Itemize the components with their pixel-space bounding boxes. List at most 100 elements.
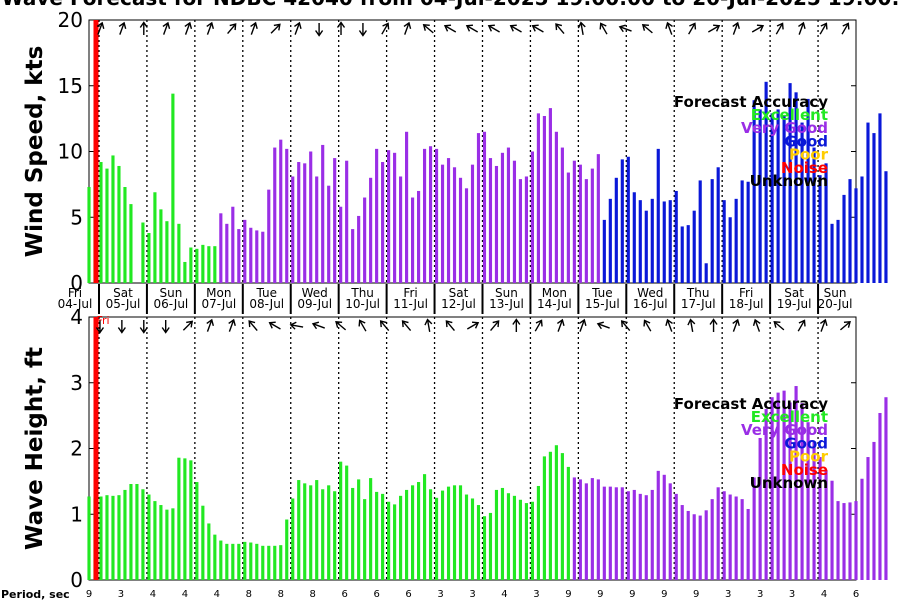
wind-bar <box>357 215 361 283</box>
wind-bar <box>872 133 876 283</box>
wind-bar <box>237 229 241 283</box>
wind-bar <box>297 162 301 283</box>
wave-bar <box>267 545 271 580</box>
wave-bar <box>165 509 169 580</box>
wind-bar <box>129 204 133 283</box>
wave-bar <box>626 491 630 580</box>
wave-bar <box>506 493 511 580</box>
wind-bar <box>488 158 493 283</box>
wave-direction-arrow <box>139 320 148 334</box>
wind-bar <box>608 198 612 283</box>
wave-y-tick-label: 0 <box>70 568 83 592</box>
wave-bar <box>710 499 714 580</box>
day-name: Fri <box>739 286 753 300</box>
wind-bar <box>662 201 666 283</box>
wind-direction-arrow <box>139 21 148 35</box>
wave-bar <box>381 493 385 580</box>
wave-bar <box>105 495 109 580</box>
wave-direction-arrow <box>401 320 412 332</box>
wind-bar <box>165 221 169 283</box>
wave-bar <box>428 489 433 580</box>
wave-direction-arrow <box>556 318 565 332</box>
day-name: Fri <box>68 286 82 300</box>
wave-bar <box>111 495 115 580</box>
day-name: Mon <box>206 286 231 300</box>
wave-bar <box>201 505 205 580</box>
wave-legend-item: Good <box>784 434 828 452</box>
day-name: Thu <box>686 286 710 300</box>
day-date: 12-Jul <box>441 297 476 311</box>
wave-bar <box>518 499 523 580</box>
wave-bar <box>147 494 151 580</box>
wind-bar <box>758 109 762 283</box>
wave-bar <box>273 545 277 580</box>
wind-direction-arrow <box>798 21 806 35</box>
wind-bar <box>249 227 253 283</box>
wind-bar <box>560 147 564 283</box>
wind-bar <box>428 146 433 283</box>
day-name: Wed <box>302 286 328 300</box>
day-date: 07-Jul <box>201 297 236 311</box>
wind-bar <box>692 210 696 283</box>
wave-legend-item: Unknown <box>750 474 828 492</box>
now-label: Fri <box>96 314 109 327</box>
wind-bar <box>566 172 570 283</box>
wave-direction-arrow <box>687 318 696 333</box>
wind-direction-arrow <box>531 24 544 33</box>
wind-bar <box>614 177 618 283</box>
wave-bar <box>375 491 379 580</box>
wave-direction-arrow <box>839 321 851 331</box>
wind-bar <box>231 206 235 283</box>
wave-bar <box>452 485 457 580</box>
wave-bar <box>794 386 798 580</box>
period-value: 9 <box>565 589 571 600</box>
wind-direction-arrow <box>599 22 608 35</box>
wave-bar <box>578 479 582 580</box>
wind-bar <box>632 192 636 283</box>
period-value: 3 <box>533 589 539 600</box>
day-date: 10-Jul <box>345 297 380 311</box>
wind-bar <box>554 131 558 283</box>
wind-bar <box>680 226 684 283</box>
wave-bar <box>399 495 403 580</box>
wave-y-tick-label: 1 <box>70 502 83 526</box>
wave-bar <box>99 496 103 580</box>
wave-bar <box>446 486 451 580</box>
wave-bar <box>632 489 636 580</box>
wave-bar <box>369 478 373 580</box>
wind-y-tick-label: 15 <box>58 74 83 98</box>
period-value: 3 <box>469 589 475 600</box>
day-date: 05-Jul <box>106 297 141 311</box>
wave-bar <box>650 489 654 580</box>
chart-title: Wind & Wave Forecast for NDBC 42040 from… <box>0 0 900 10</box>
wave-direction-arrow <box>534 319 543 332</box>
wave-bar <box>542 456 546 580</box>
wave-direction-arrow <box>117 320 126 334</box>
wave-bar <box>285 519 289 580</box>
wave-y-tick-label: 4 <box>70 305 83 329</box>
wind-bar <box>524 176 529 283</box>
period-value: 8 <box>310 589 316 600</box>
wave-legend-title: Forecast Accuracy <box>674 395 828 413</box>
wind-direction-arrow <box>118 21 127 35</box>
wind-bar <box>153 192 157 283</box>
wind-bar <box>740 180 744 283</box>
wind-direction-arrow <box>381 22 390 35</box>
wave-bar <box>219 540 223 580</box>
wave-bar <box>303 483 307 580</box>
wave-bar <box>788 402 792 580</box>
wind-bar <box>530 151 534 283</box>
wave-direction-arrow <box>596 321 610 330</box>
day-date: 16-Jul <box>633 297 668 311</box>
wind-legend-item: Good <box>784 132 828 150</box>
wave-bar <box>854 501 858 580</box>
wind-bar <box>267 189 271 283</box>
wave-bar <box>554 445 558 580</box>
wind-bar <box>285 148 289 283</box>
wave-bar <box>590 478 594 580</box>
wind-bar <box>345 160 349 283</box>
period-value: 4 <box>821 589 827 600</box>
wave-bar <box>866 457 870 580</box>
wave-bar <box>734 496 738 580</box>
